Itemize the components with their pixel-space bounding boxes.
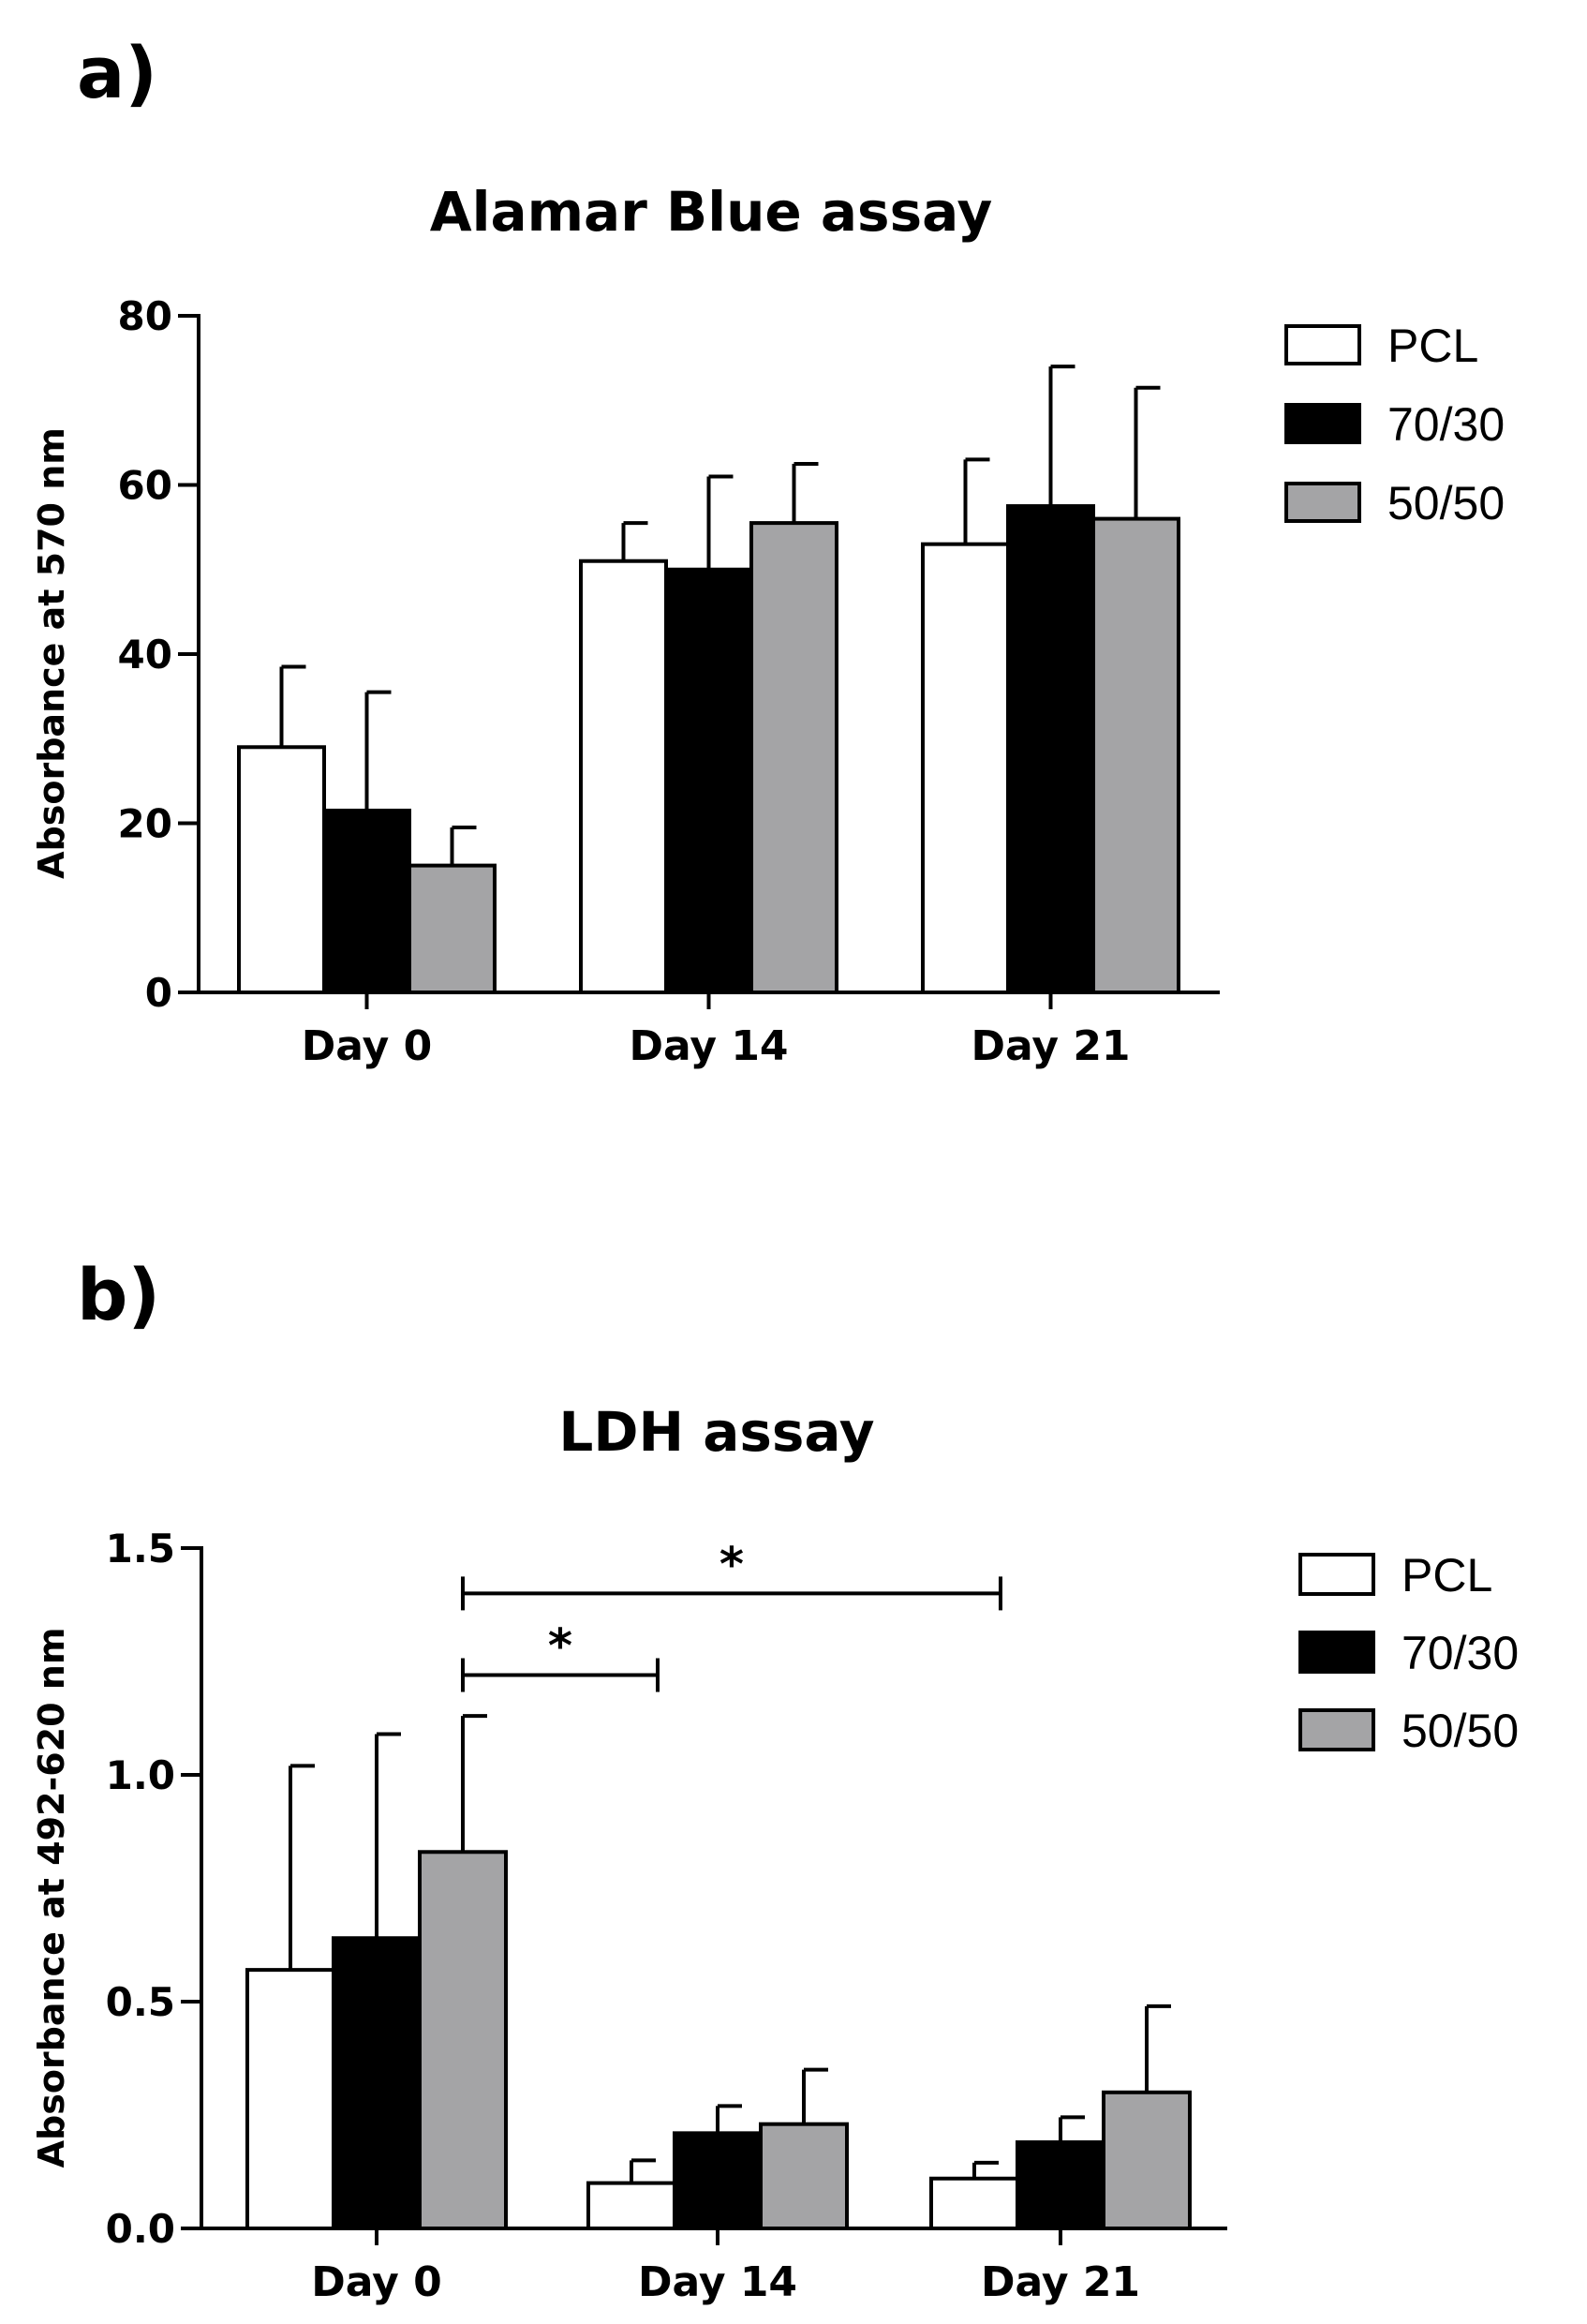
significance-star: * — [548, 1619, 572, 1674]
legend-swatch — [1298, 1553, 1375, 1596]
panel-a: a) Alamar Blue assay Absorbance at 570 n… — [31, 31, 1505, 1070]
bar-70-30-day-14 — [673, 2131, 763, 2231]
bar-50-50-day-21 — [1091, 516, 1180, 994]
y-tick-label: 0.5 — [106, 1979, 175, 2025]
panel-b: b) LDH assay Absorbance at 492-620 nm 0.… — [31, 1253, 1519, 2306]
bar-PCL-day-14 — [579, 559, 668, 994]
bar-50-50-day-21 — [1102, 2090, 1192, 2231]
x-category-label: Day 21 — [971, 1022, 1130, 1070]
bar-PCL-day-0 — [245, 1968, 335, 2231]
legend-swatch — [1298, 1708, 1375, 1751]
chart-b-ylabel: Absorbance at 492-620 nm — [31, 1628, 72, 2168]
legend-label: 50/50 — [1387, 477, 1505, 529]
bar-PCL-day-21 — [929, 2176, 1019, 2231]
chart-b-annotations: ** — [461, 1537, 1002, 1692]
y-tick-label: 0.0 — [106, 2206, 175, 2252]
legend-label: 50/50 — [1402, 1705, 1519, 1757]
bar-70-30-day-21 — [1006, 504, 1095, 994]
bar-50-50-day-14 — [759, 2122, 849, 2230]
bar-PCL-day-14 — [586, 2181, 676, 2231]
panel-b-label: b) — [77, 1253, 160, 1336]
y-tick-label: 20 — [118, 801, 172, 847]
bar-50-50-day-14 — [749, 521, 838, 994]
x-category-label: Day 0 — [302, 1022, 432, 1070]
chart-a-bars — [237, 365, 1180, 995]
x-category-label: Day 0 — [311, 2258, 441, 2306]
chart-a-legend: PCL 70/30 50/50 — [1284, 320, 1505, 529]
legend-label: PCL — [1402, 1549, 1492, 1601]
chart-b-legend: PCL 70/30 50/50 — [1298, 1549, 1519, 1757]
y-tick-label: 60 — [118, 463, 172, 509]
y-tick-label: 0 — [145, 970, 172, 1016]
bar-50-50-day-0 — [408, 863, 497, 994]
bar-70-30-day-21 — [1016, 2140, 1105, 2231]
bar-PCL-day-21 — [921, 542, 1010, 994]
x-category-label: Day 14 — [629, 1022, 788, 1070]
significance-star: * — [719, 1537, 744, 1591]
bar-70-30-day-14 — [664, 567, 753, 994]
bar-70-30-day-0 — [322, 808, 411, 995]
chart-a-axes: 0 20 40 60 80 Day 0 Day 14 Day 21 — [118, 293, 1220, 1070]
bar-50-50-day-0 — [418, 1850, 508, 2231]
legend-swatch — [1284, 403, 1361, 444]
legend-label: 70/30 — [1387, 398, 1505, 451]
chart-a-title: Alamar Blue assay — [430, 180, 993, 244]
legend-swatch — [1284, 482, 1361, 523]
y-tick-label: 80 — [118, 293, 172, 339]
x-category-label: Day 21 — [981, 2258, 1140, 2306]
x-category-label: Day 14 — [638, 2258, 797, 2306]
legend-label: 70/30 — [1402, 1627, 1519, 1679]
panel-a-label: a) — [77, 31, 157, 114]
y-tick-label: 40 — [118, 632, 172, 678]
legend-label: PCL — [1387, 320, 1478, 372]
bar-70-30-day-0 — [332, 1936, 422, 2230]
chart-b-title: LDH assay — [558, 1400, 874, 1464]
legend-swatch — [1284, 324, 1361, 365]
bar-PCL-day-0 — [237, 745, 326, 995]
chart-b-bars — [245, 1714, 1192, 2231]
chart-a-ylabel: Absorbance at 570 nm — [31, 427, 72, 879]
y-tick-label: 1.0 — [106, 1752, 175, 1798]
legend-swatch — [1298, 1631, 1375, 1674]
y-tick-label: 1.5 — [106, 1526, 175, 1572]
